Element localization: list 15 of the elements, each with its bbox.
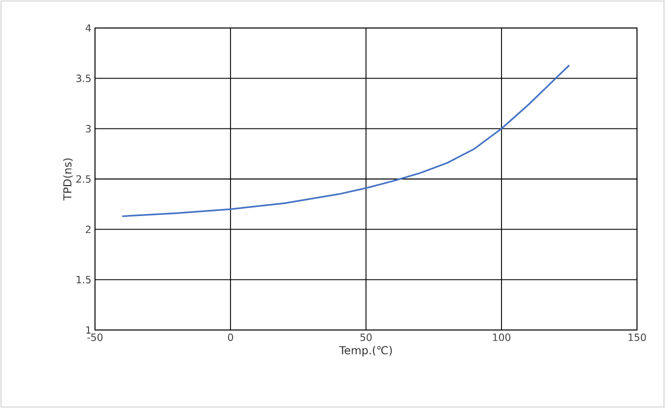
y-tick-label: 2 <box>86 226 90 234</box>
x-tick-label: -50 <box>87 334 102 342</box>
line-series <box>121 64 570 218</box>
y-tick-label: 3 <box>86 124 91 132</box>
x-axis-title: Temp.(℃) <box>339 346 392 356</box>
x-tick-label: 150 <box>628 334 646 342</box>
y-tick-label: 4 <box>86 24 91 32</box>
x-tick-label: 50 <box>360 334 372 342</box>
y-tick-label: 2.5 <box>76 175 91 183</box>
y-tick-label: 3.5 <box>76 74 91 82</box>
y-axis-title: TPD(ns) <box>63 158 73 201</box>
y-tick-label: 1 <box>86 326 91 334</box>
y-tick-label: 1.5 <box>76 276 91 284</box>
x-tick-label: 0 <box>228 334 234 342</box>
x-tick-label: 100 <box>493 334 510 342</box>
